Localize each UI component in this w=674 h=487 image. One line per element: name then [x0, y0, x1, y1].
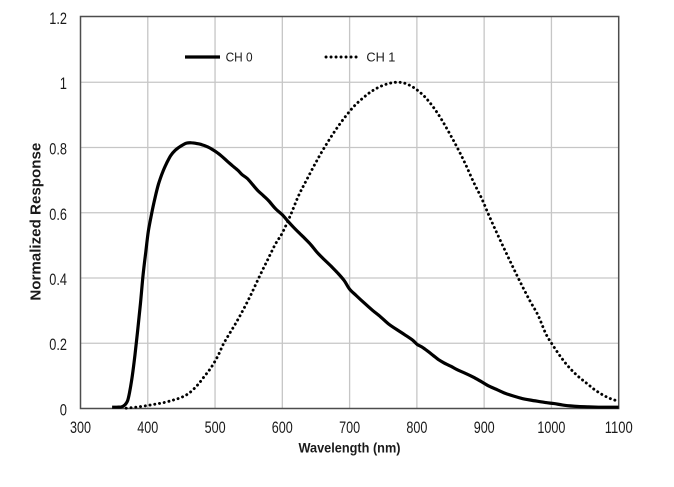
svg-text:800: 800	[406, 418, 427, 437]
svg-text:CH 0: CH 0	[226, 50, 253, 65]
svg-text:500: 500	[205, 418, 226, 437]
svg-text:900: 900	[474, 418, 495, 437]
svg-text:700: 700	[339, 418, 360, 437]
svg-text:Normalized Response: Normalized Response	[27, 143, 44, 301]
svg-text:0.8: 0.8	[49, 140, 67, 159]
svg-text:300: 300	[70, 418, 91, 437]
svg-text:0.6: 0.6	[49, 205, 67, 224]
svg-text:0.4: 0.4	[49, 270, 67, 289]
svg-text:0.2: 0.2	[49, 335, 67, 354]
svg-text:1100: 1100	[605, 418, 633, 437]
svg-text:Wavelength (nm): Wavelength (nm)	[299, 439, 401, 455]
svg-text:0: 0	[60, 401, 67, 420]
svg-text:400: 400	[137, 418, 158, 437]
svg-text:CH 1: CH 1	[366, 50, 395, 65]
svg-text:1000: 1000	[537, 418, 565, 437]
svg-text:1: 1	[60, 74, 67, 93]
svg-text:600: 600	[272, 418, 293, 437]
svg-text:1.2: 1.2	[49, 9, 67, 28]
